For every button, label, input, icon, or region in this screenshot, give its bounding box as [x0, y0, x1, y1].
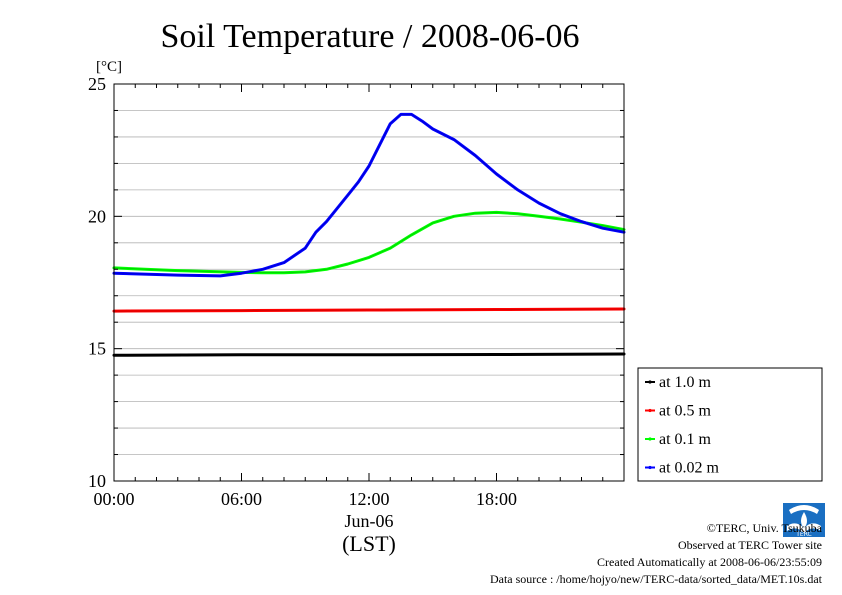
x-tick-labels: 00:00 06:00 12:00 18:00 — [93, 84, 625, 509]
y-tick-label: 10 — [88, 471, 106, 491]
source-text: Data source : /home/hojyo/new/TERC-data/… — [490, 572, 823, 586]
series-line-2 — [112, 307, 626, 313]
y-tick-label: 25 — [88, 74, 106, 94]
site-text: Observed at TERC Tower site — [678, 538, 822, 552]
series-line-3 — [112, 210, 626, 275]
y-tick-label: 15 — [88, 339, 106, 359]
series-line-outline-3 — [113, 212, 625, 274]
x-axis-label: (LST) — [342, 531, 396, 556]
x-tick-label: 12:00 — [348, 489, 389, 509]
terc-logo: TERC — [783, 503, 825, 538]
legend-label: at 1.0 m — [659, 374, 712, 391]
created-text: Created Automatically at 2008-06-06/23:5… — [597, 555, 822, 569]
legend-box — [637, 367, 823, 482]
series-line-outline-1 — [113, 353, 625, 356]
series-line-outline-2 — [113, 308, 625, 312]
date-label: Jun-06 — [345, 511, 394, 531]
legend: at 1.0 m at 0.5 m at 0.1 m at 0.02 m — [637, 367, 823, 482]
series-line-4 — [112, 112, 626, 278]
y-tick-labels: 10 15 20 25 — [88, 74, 624, 491]
chart-title: Soil Temperature / 2008-06-06 — [160, 18, 579, 55]
series-line-outline-4 — [113, 114, 625, 277]
legend-marker — [648, 437, 652, 441]
y-axis-label: [°C] — [96, 59, 122, 75]
grid-lines — [114, 110, 624, 455]
legend-label: at 0.1 m — [659, 431, 712, 448]
series-layer — [112, 112, 626, 357]
x-tick-label: 00:00 — [93, 489, 134, 509]
x-tick-label: 06:00 — [221, 489, 262, 509]
series-line-1 — [112, 352, 626, 357]
plot-frame — [113, 83, 625, 482]
legend-marker — [648, 465, 652, 470]
legend-marker — [648, 380, 652, 384]
legend-label: at 0.02 m — [659, 460, 720, 477]
copyright-text: ©TERC, Univ. Tsukuba — [707, 521, 823, 535]
y-tick-label: 20 — [88, 206, 106, 226]
logo-text: TERC — [795, 531, 812, 538]
x-tick-label: 18:00 — [476, 489, 517, 509]
legend-label: at 0.5 m — [659, 403, 712, 420]
legend-marker — [648, 408, 652, 413]
